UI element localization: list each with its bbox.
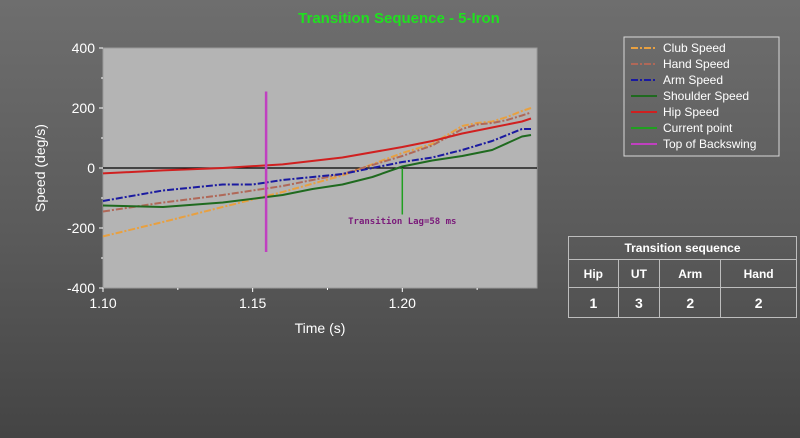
table-value-hip: 1 [568, 287, 619, 318]
series-group [102, 91, 532, 252]
y-tick-label: -200 [67, 220, 95, 236]
series-line-shoulder-speed [102, 134, 532, 208]
legend-label: Current point [663, 121, 733, 135]
x-axis: 1.10 1.15 1.20 [89, 288, 478, 311]
y-tick-label: 200 [72, 100, 96, 116]
legend: Club Speed Hand Speed Arm Speed Shoulder Sp… [623, 36, 780, 157]
table-header-ut: UT [617, 259, 661, 288]
table-value-arm: 2 [659, 287, 722, 318]
series-line-hand-speed [102, 111, 532, 213]
table-header-arm: Arm [659, 259, 722, 288]
table-value-hand: 2 [720, 287, 797, 318]
x-tick-label: 1.20 [389, 295, 416, 311]
chart-title: Transition Sequence - 5-Iron [298, 10, 500, 27]
x-tick-label: 1.10 [89, 295, 116, 311]
transition-sequence-table: Transition sequence Hip UT Arm Hand 1 3 … [568, 236, 797, 318]
annotation-label: Transition Lag=58 ms [348, 216, 456, 227]
series-line-hip-speed [102, 117, 532, 175]
series-line-arm-speed [102, 128, 531, 202]
y-axis: -400 -200 0 200 400 [67, 40, 103, 296]
y-tick-label: -400 [67, 280, 95, 296]
legend-label: Hip Speed [663, 105, 719, 119]
table-title: Transition sequence [568, 236, 797, 260]
legend-label: Arm Speed [663, 73, 723, 87]
y-tick-label: 0 [87, 160, 95, 176]
table-value-ut: 3 [617, 287, 661, 318]
series-line-club-speed [102, 107, 532, 238]
table-header-hip: Hip [568, 259, 619, 288]
x-axis-title: Time (s) [295, 320, 346, 336]
legend-box [623, 36, 780, 157]
legend-label: Hand Speed [663, 57, 730, 71]
table-header-row: Hip UT Arm Hand [568, 259, 797, 288]
y-tick-label: 400 [72, 40, 96, 56]
x-tick-label: 1.15 [239, 295, 266, 311]
legend-label: Shoulder Speed [663, 89, 749, 103]
annotations: Transition Lag=58 ms [348, 216, 456, 227]
table-row: 1 3 2 2 [568, 287, 797, 318]
table-header-hand: Hand [720, 259, 797, 288]
legend-label: Club Speed [663, 41, 726, 55]
y-axis-title: Speed (deg/s) [32, 124, 48, 212]
legend-label: Top of Backswing [663, 137, 756, 151]
